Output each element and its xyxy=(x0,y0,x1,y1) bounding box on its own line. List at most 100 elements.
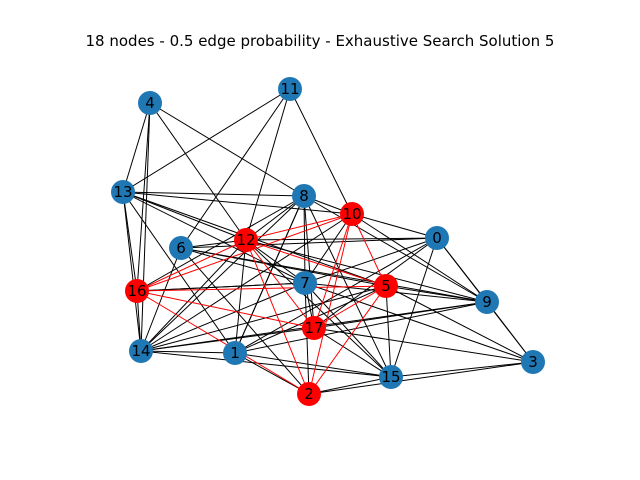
node-label-9: 9 xyxy=(482,293,492,311)
edge-11-12 xyxy=(245,88,291,241)
node-16: 16 xyxy=(125,279,149,303)
node-circle-11 xyxy=(278,77,302,101)
edge-12-16 xyxy=(136,239,247,292)
node-circle-7 xyxy=(293,271,317,295)
node-circle-2 xyxy=(297,382,321,406)
edge-10-14 xyxy=(140,213,353,352)
edge-12-9 xyxy=(245,239,488,303)
edge-5-3 xyxy=(385,285,534,363)
edge-5-15 xyxy=(385,285,392,378)
edge-0-6 xyxy=(180,237,438,249)
node-label-8: 8 xyxy=(299,187,309,205)
edge-1-8 xyxy=(234,195,305,354)
edge-12-0 xyxy=(245,237,438,241)
edge-14-15 xyxy=(140,350,392,378)
node-circle-17 xyxy=(302,316,326,340)
node-label-4: 4 xyxy=(145,94,155,112)
edge-16-2 xyxy=(136,290,310,395)
node-circle-12 xyxy=(234,228,258,252)
edge-0-1 xyxy=(234,237,438,354)
edge-2-3 xyxy=(308,361,534,395)
node-label-0: 0 xyxy=(432,229,442,247)
edge-10-0 xyxy=(351,213,438,239)
edge-13-7 xyxy=(122,191,306,284)
edge-4-8 xyxy=(149,102,305,197)
edge-16-7 xyxy=(136,282,306,292)
edge-12-1 xyxy=(234,239,247,354)
node-label-12: 12 xyxy=(236,231,255,249)
node-label-2: 2 xyxy=(304,385,314,403)
node-circle-6 xyxy=(169,236,193,260)
node-circle-3 xyxy=(521,350,545,374)
node-circle-9 xyxy=(475,290,499,314)
edge-11-13 xyxy=(122,88,291,193)
node-label-10: 10 xyxy=(342,205,361,223)
edge-9-3 xyxy=(486,301,534,363)
edge-13-14 xyxy=(122,191,142,352)
node-9: 9 xyxy=(475,290,499,314)
node-circle-13 xyxy=(111,180,135,204)
edge-4-16 xyxy=(136,102,151,292)
edge-12-2 xyxy=(245,239,310,395)
edge-16-17 xyxy=(136,290,315,329)
edge-16-10 xyxy=(136,213,353,292)
node-13: 13 xyxy=(111,180,135,204)
node-label-6: 6 xyxy=(176,239,186,257)
edge-12-17 xyxy=(245,239,315,329)
node-1: 1 xyxy=(223,341,247,365)
edge-13-16 xyxy=(122,191,138,292)
node-circle-5 xyxy=(374,274,398,298)
node-label-13: 13 xyxy=(113,183,132,201)
node-label-16: 16 xyxy=(127,282,146,300)
edge-12-10 xyxy=(245,213,353,241)
edge-5-10 xyxy=(351,213,387,287)
edge-1-15 xyxy=(234,352,392,378)
edge-17-15 xyxy=(313,327,392,378)
node-3: 3 xyxy=(521,350,545,374)
edge-10-9 xyxy=(351,213,488,303)
edge-7-14 xyxy=(140,282,306,352)
edge-15-3 xyxy=(390,361,534,378)
edge-13-10 xyxy=(122,191,353,215)
node-circle-4 xyxy=(138,91,162,115)
edge-5-9 xyxy=(385,285,488,303)
edge-15-2 xyxy=(308,376,392,395)
node-circle-15 xyxy=(379,365,403,389)
edge-17-3 xyxy=(313,327,534,363)
node-circle-10 xyxy=(340,202,364,226)
edge-4-14 xyxy=(140,102,151,352)
edge-8-12 xyxy=(245,195,305,241)
edge-4-13 xyxy=(122,102,151,193)
edge-8-14 xyxy=(140,195,305,352)
node-4: 4 xyxy=(138,91,162,115)
node-0: 0 xyxy=(425,226,449,250)
node-15: 15 xyxy=(379,365,403,389)
node-label-14: 14 xyxy=(131,342,150,360)
edge-0-15 xyxy=(390,237,438,378)
node-10: 10 xyxy=(340,202,364,226)
edge-layer xyxy=(122,88,534,395)
node-circle-16 xyxy=(125,279,149,303)
node-2: 2 xyxy=(297,382,321,406)
edge-5-2 xyxy=(308,285,387,395)
node-12: 12 xyxy=(234,228,258,252)
node-label-1: 1 xyxy=(230,344,240,362)
edge-6-7 xyxy=(180,247,306,284)
figure-title: 18 nodes - 0.5 edge probability - Exhaus… xyxy=(85,32,555,50)
edge-17-10 xyxy=(313,213,353,329)
edge-9-1 xyxy=(234,301,488,354)
node-circle-14 xyxy=(129,339,153,363)
edge-8-9 xyxy=(303,195,488,303)
edge-13-1 xyxy=(122,191,236,354)
edge-7-3 xyxy=(304,282,534,363)
node-17: 17 xyxy=(302,316,326,340)
edge-12-15 xyxy=(245,239,392,378)
edge-12-5 xyxy=(245,239,387,287)
edge-13-8 xyxy=(122,191,305,197)
edge-11-10 xyxy=(289,88,353,215)
edge-6-14 xyxy=(140,247,182,352)
node-14: 14 xyxy=(129,339,153,363)
node-circle-8 xyxy=(292,184,316,208)
edge-16-5 xyxy=(136,285,387,292)
